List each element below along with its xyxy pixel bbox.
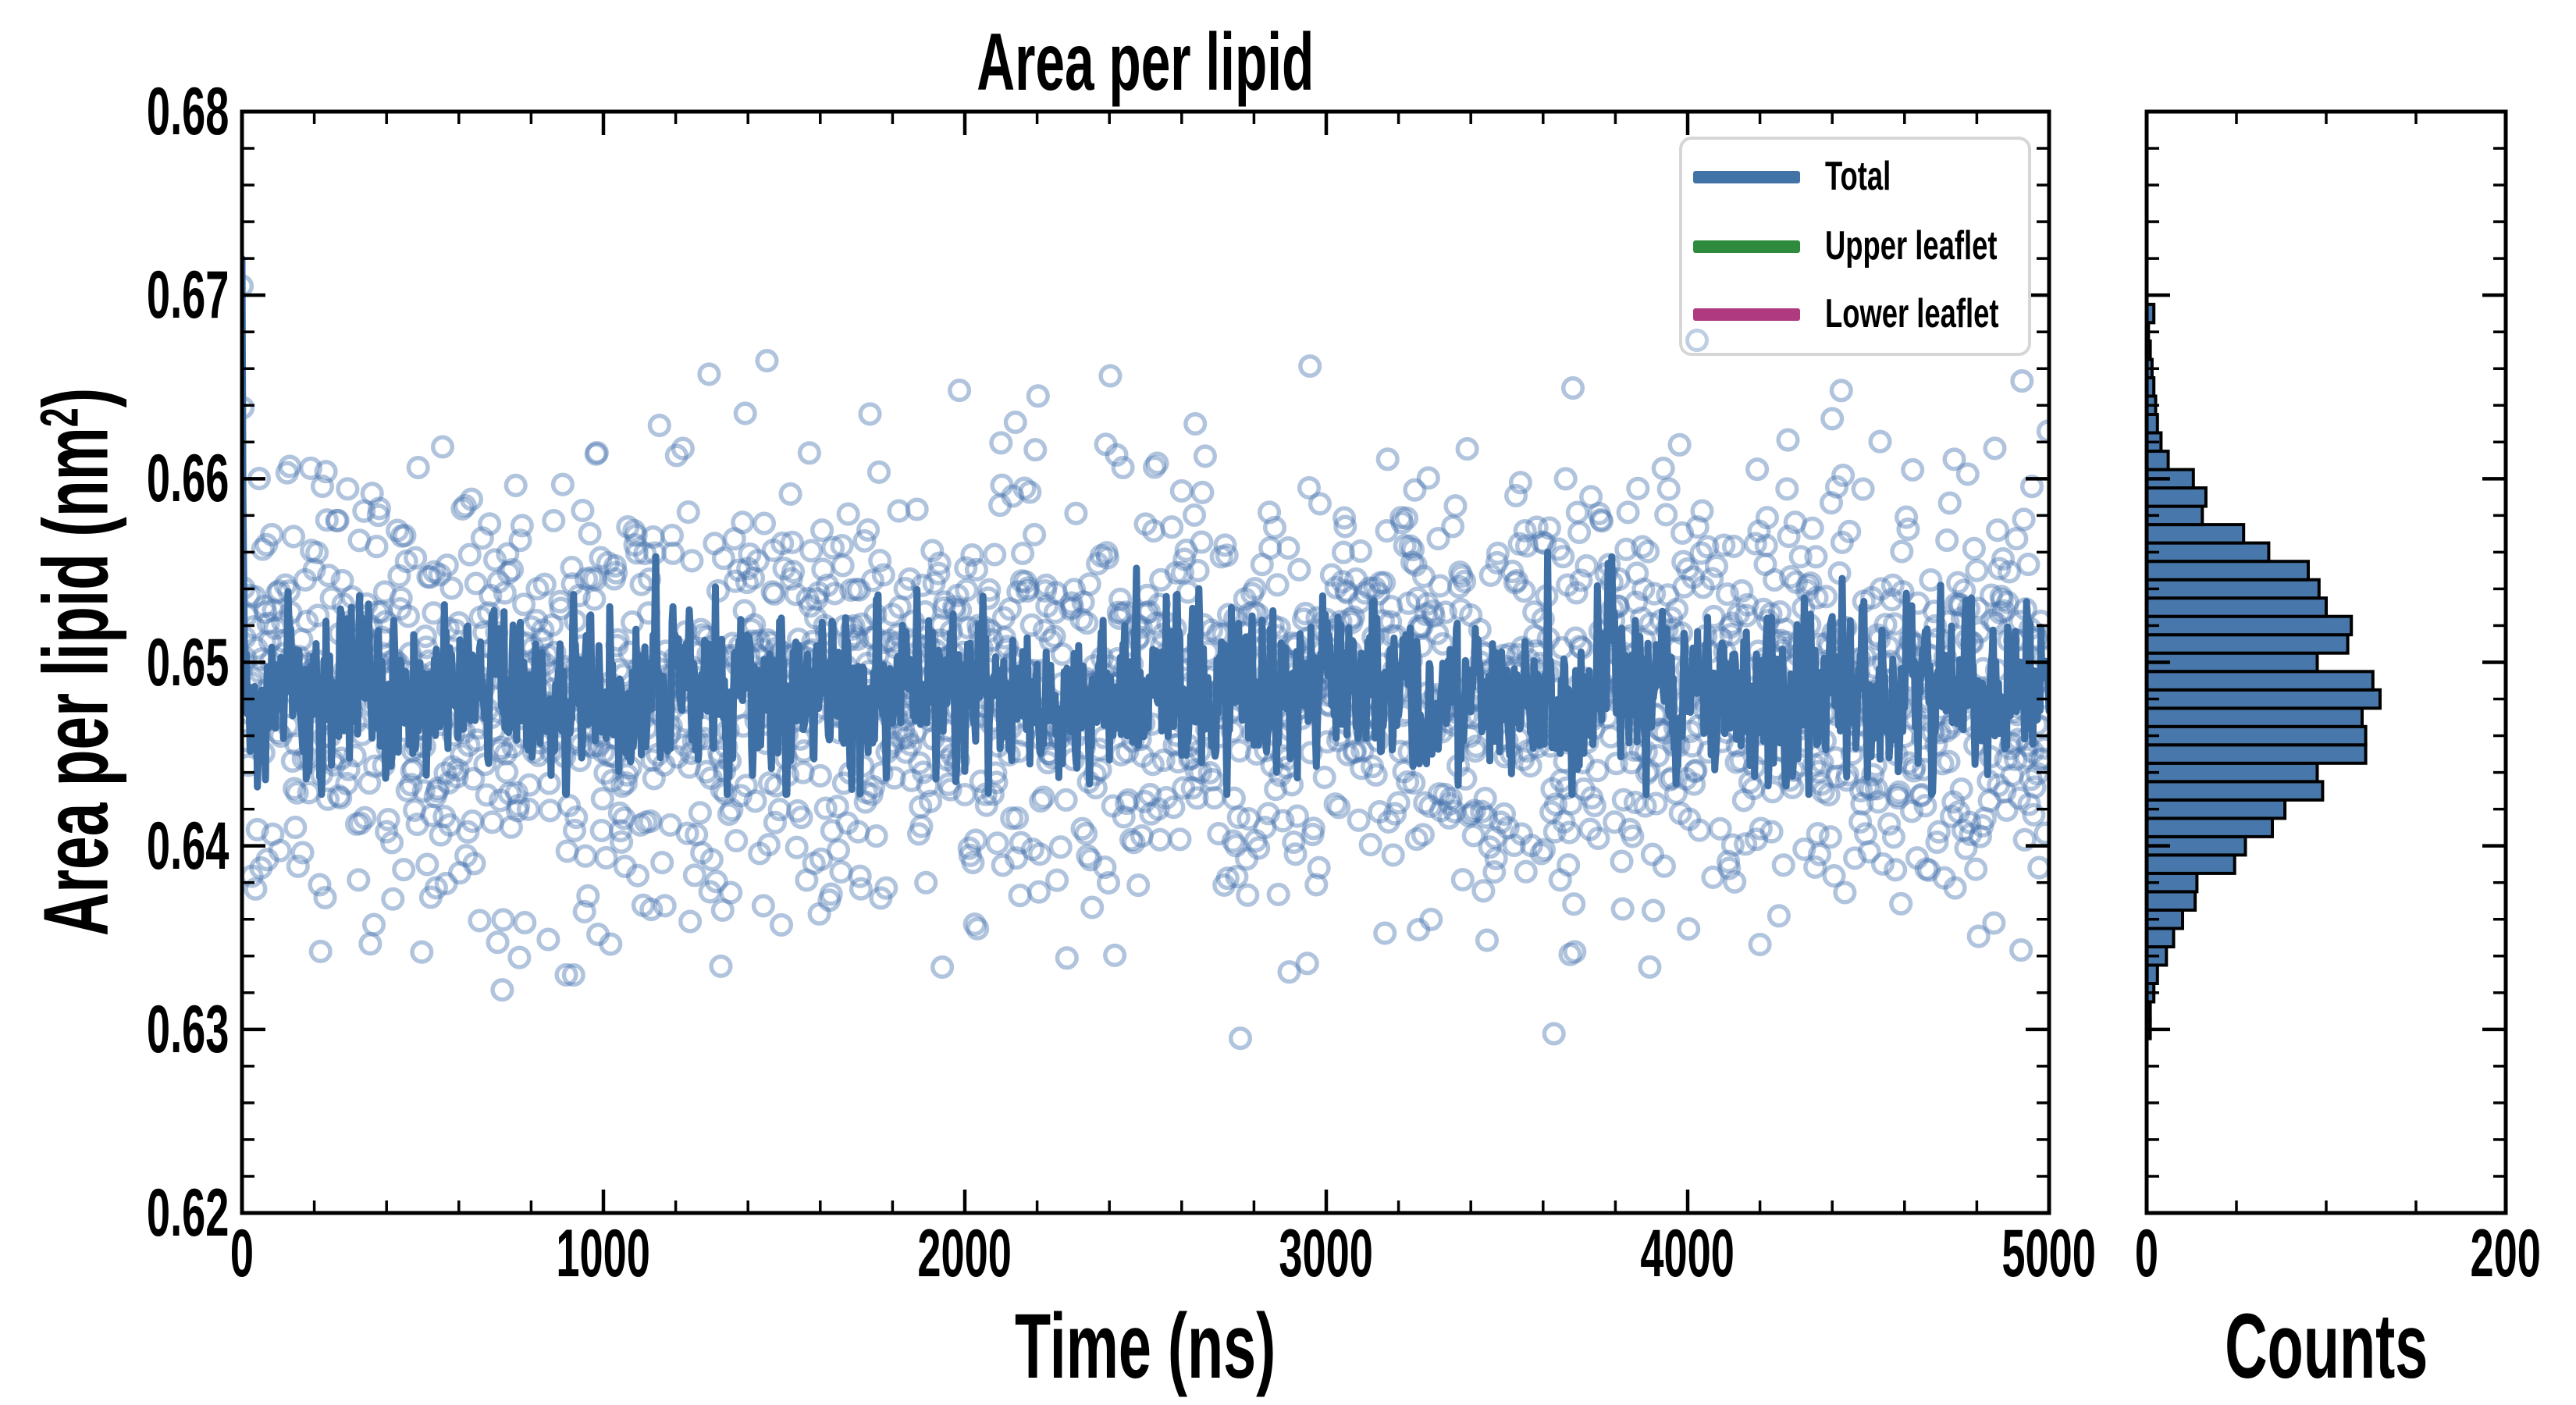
counts-tick-label-0: 0 [1991,1220,2303,1287]
y-tick-label-0.68-text: 0.68 [146,74,229,149]
y-tick-label-0.64: 0.64 [0,813,229,880]
histogram-bar [2145,780,2325,802]
x-tick-label-3000: 3000 [1170,1220,1482,1287]
y-tick-label-0.66-text: 0.66 [146,441,229,517]
histogram-bar [2145,743,2368,765]
y-tick-label-0.65: 0.65 [0,629,229,696]
y-axis-label-superscript: 2 [29,407,90,428]
legend-swatch-upper-leaflet [1693,240,1800,253]
histogram-bar [2145,614,2354,637]
histogram-bar [2145,724,2368,747]
counts-tick-label-200: 200 [2350,1220,2576,1287]
x-tick-label-1000: 1000 [447,1220,760,1287]
y-tick-label-0.62: 0.62 [0,1179,229,1247]
histogram-bar [2145,890,2197,912]
y-tick-label-0.63: 0.63 [0,996,229,1063]
y-tick-label-0.68: 0.68 [0,78,229,145]
legend-label-total-wrap: Total [1825,156,2028,197]
histogram-bar [2145,596,2328,618]
histogram-bar [2145,651,2319,674]
y-tick-label-0.63-text: 0.63 [146,991,229,1067]
histogram-bar [2145,633,2350,655]
line-series-total [242,254,2049,799]
y-tick-label-0.64-text: 0.64 [146,808,229,884]
histogram-bar [2145,798,2287,820]
legend-scatter-marker-icon [1685,329,1709,352]
histogram-bar [2145,927,2176,948]
legend-label-upper-leaflet-wrap: Upper leaflet [1825,226,2028,266]
legend-label-lower-leaflet-wrap: Lower leaflet [1825,293,2028,334]
histogram-bar [2145,523,2246,545]
counts-tick-label-0-text: 0 [2134,1216,2159,1291]
histogram-bar [2145,853,2236,875]
legend-label-lower-leaflet: Lower leaflet [1825,291,1999,336]
histogram-bar [2145,670,2375,692]
histogram-bar [2145,688,2382,710]
histogram-bar [2145,486,2208,508]
counts-tick-label-200-text: 200 [2470,1216,2542,1291]
histogram-bars [2145,302,2382,1040]
y-tick-label-0.66: 0.66 [0,445,229,512]
histogram-bar [2145,578,2321,600]
legend-label-upper-leaflet: Upper leaflet [1825,223,1998,269]
histogram-bar [2145,816,2274,838]
chart-title-wrap: Area per lipid [677,17,1614,108]
y-tick-label-0.67-text: 0.67 [146,258,229,333]
histogram-bar [2145,450,2170,471]
histogram-bar [2145,560,2310,582]
axis-ticks [240,109,2508,1215]
legend: Total Upper leaflet Lower leaflet [1679,137,2031,356]
x-tick-label-0-text: 0 [229,1216,254,1291]
counts-axis-label-wrap: Counts [2092,1297,2560,1396]
x-tick-label-0: 0 [86,1220,398,1287]
counts-axis-label: Counts [2224,1295,2428,1398]
x-tick-label-2000: 2000 [809,1220,1121,1287]
x-tick-label-4000: 4000 [1532,1220,1844,1287]
histogram-bar [2145,761,2319,784]
x-tick-label-4000-text: 4000 [1640,1216,1735,1291]
y-tick-label-0.62-text: 0.62 [146,1176,229,1250]
histogram-bar [2145,706,2364,728]
y-axis-label-close: ) [24,387,128,408]
y-tick-label-0.67: 0.67 [0,261,229,329]
legend-swatch-lower-leaflet [1693,308,1800,321]
x-axis-label-wrap: Time (ns) [833,1297,1457,1396]
x-tick-label-2000-text: 2000 [917,1216,1012,1291]
histogram-bar [2145,541,2271,564]
x-tick-label-3000-text: 3000 [1279,1216,1374,1291]
x-tick-label-1000-text: 1000 [556,1216,651,1291]
chart-title: Area per lipid [976,17,1315,108]
legend-label-total: Total [1825,154,1891,199]
y-tick-label-0.65-text: 0.65 [146,624,229,700]
legend-swatch-total [1693,171,1800,183]
x-tick-label-5000-text: 5000 [2001,1216,2097,1291]
x-axis-label: Time (ns) [1014,1295,1276,1398]
x-tick-label-5000: 5000 [1893,1220,2205,1287]
